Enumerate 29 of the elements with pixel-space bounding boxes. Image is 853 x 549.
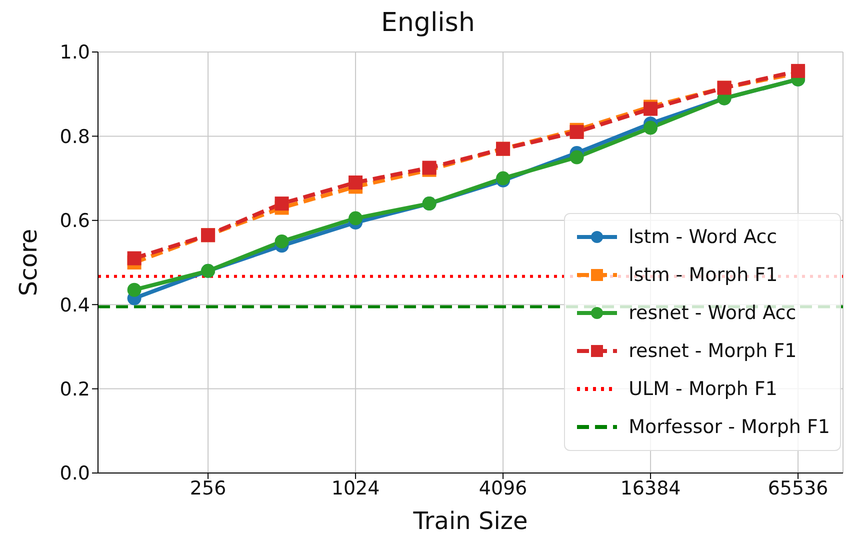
legend-label: resnet - Word Acc	[628, 302, 796, 324]
point	[791, 64, 806, 78]
x-tick-label: 4096	[478, 477, 528, 500]
legend-label: Morfessor - Morph F1	[628, 416, 830, 438]
chart-title: English	[380, 8, 476, 38]
legend-label: lstm - Morph F1	[628, 264, 778, 286]
x-tick-label: 256	[190, 477, 226, 500]
point	[348, 176, 363, 190]
point	[348, 211, 363, 226]
y-tick-label: 0.2	[60, 378, 90, 401]
x-tick-label: 1024	[331, 477, 380, 500]
x-axis-title: Train Size	[412, 507, 528, 535]
point	[274, 234, 289, 248]
y-tick-label: 1.0	[60, 42, 90, 64]
point	[570, 150, 584, 164]
point	[127, 251, 142, 266]
legend-label: lstm - Word Acc	[628, 226, 778, 248]
legend-label: resnet - Morph F1	[628, 340, 797, 362]
point	[644, 120, 658, 135]
y-tick-label: 0.6	[60, 210, 90, 232]
legend-label: ULM - Morph F1	[628, 378, 778, 400]
x-tick-label: 16384	[620, 477, 681, 500]
y-tick-label: 0.8	[60, 126, 90, 148]
y-axis-title: Score	[14, 228, 43, 296]
point	[127, 282, 142, 297]
y-tick-label: 0.4	[60, 294, 90, 316]
point	[274, 196, 289, 211]
y-tick-label: 0.0	[60, 462, 90, 485]
x-tick-label: 65536	[768, 477, 828, 500]
